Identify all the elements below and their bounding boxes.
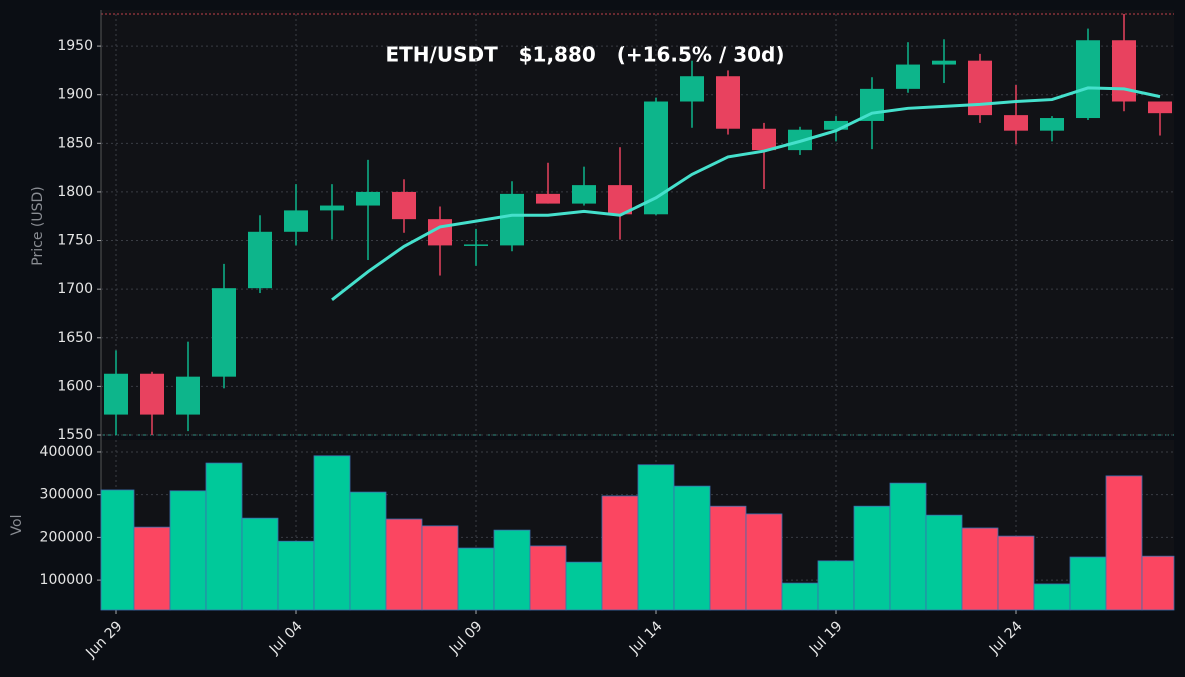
volume-bar [709, 505, 747, 611]
volume-bar [277, 540, 315, 611]
candle-body [824, 120, 848, 130]
candle-body [140, 373, 164, 415]
volume-bar [1069, 556, 1107, 611]
y-tick-label: 1850 [57, 135, 93, 151]
volume-bar [637, 464, 675, 611]
volume-bar [1033, 583, 1071, 611]
volume-bar [100, 489, 135, 611]
candle-body [1040, 118, 1064, 131]
volume-bar [169, 490, 207, 611]
volume-bar [817, 560, 855, 611]
y-tick-label: 400000 [40, 444, 93, 460]
volume-bar [529, 545, 567, 611]
candle-body [212, 288, 236, 377]
candle-body [1076, 40, 1100, 119]
volume-bar [673, 485, 711, 611]
volume-bar [205, 462, 243, 611]
volume-bar [457, 547, 495, 611]
volume-bar [961, 527, 999, 611]
y-tick-label: 1700 [57, 281, 93, 297]
candle-body [1148, 101, 1172, 114]
candle-body [176, 376, 200, 415]
y-axis-label: Price (USD) [30, 186, 46, 265]
candle-body [644, 101, 668, 215]
volume-bar [133, 526, 171, 611]
candle-body [392, 191, 416, 220]
y-tick-label: 100000 [40, 572, 93, 588]
y-tick-label: 1900 [57, 87, 93, 103]
volume-bar [1105, 475, 1143, 611]
y-tick-label: 1600 [57, 378, 93, 394]
y-tick-label: 1750 [57, 233, 93, 249]
volume-bar [493, 529, 531, 611]
y-tick-label: 1800 [57, 184, 93, 200]
moving-average-line [331, 86, 1161, 302]
candle-body [1112, 40, 1136, 102]
candle-body [464, 244, 488, 246]
volume-bar [313, 455, 351, 611]
volume-bar [421, 525, 459, 611]
candle-body [572, 185, 596, 204]
volume-bar [349, 491, 387, 611]
candle-body [248, 231, 272, 289]
chart-title: ETH/USDT $1,880 (+16.5% / 30d) [386, 43, 785, 67]
volume-bar [781, 582, 819, 611]
candle-body [716, 76, 740, 129]
candle-body [680, 76, 704, 102]
candle-body [284, 210, 308, 232]
volume-bar [601, 495, 639, 611]
candle-body [356, 191, 380, 206]
volume-axis-label: Vol [9, 515, 25, 536]
candle-body [104, 373, 128, 415]
y-tick-label: 1650 [57, 330, 93, 346]
price-panel [101, 10, 1174, 435]
volume-bar [1141, 555, 1175, 611]
candle-body [536, 193, 560, 204]
candle-body [932, 60, 956, 65]
y-tick-label: 300000 [40, 487, 93, 503]
y-tick-label: 1550 [57, 427, 93, 443]
volume-bar [889, 482, 927, 611]
volume-bar [925, 514, 963, 611]
candle-body [896, 64, 920, 89]
candle-body [752, 128, 776, 151]
candle-body [1004, 115, 1028, 131]
volume-bar [745, 513, 783, 611]
candle-body [968, 60, 992, 116]
candle-body [320, 205, 344, 211]
volume-bar [385, 518, 423, 611]
volume-bar [997, 535, 1035, 611]
candle-body [500, 193, 524, 246]
y-tick-label: 1950 [57, 38, 93, 54]
y-tick-label: 200000 [40, 529, 93, 545]
volume-bar [241, 517, 279, 611]
volume-bar [853, 505, 891, 611]
volume-bar [565, 561, 603, 611]
candle-body [608, 185, 632, 215]
